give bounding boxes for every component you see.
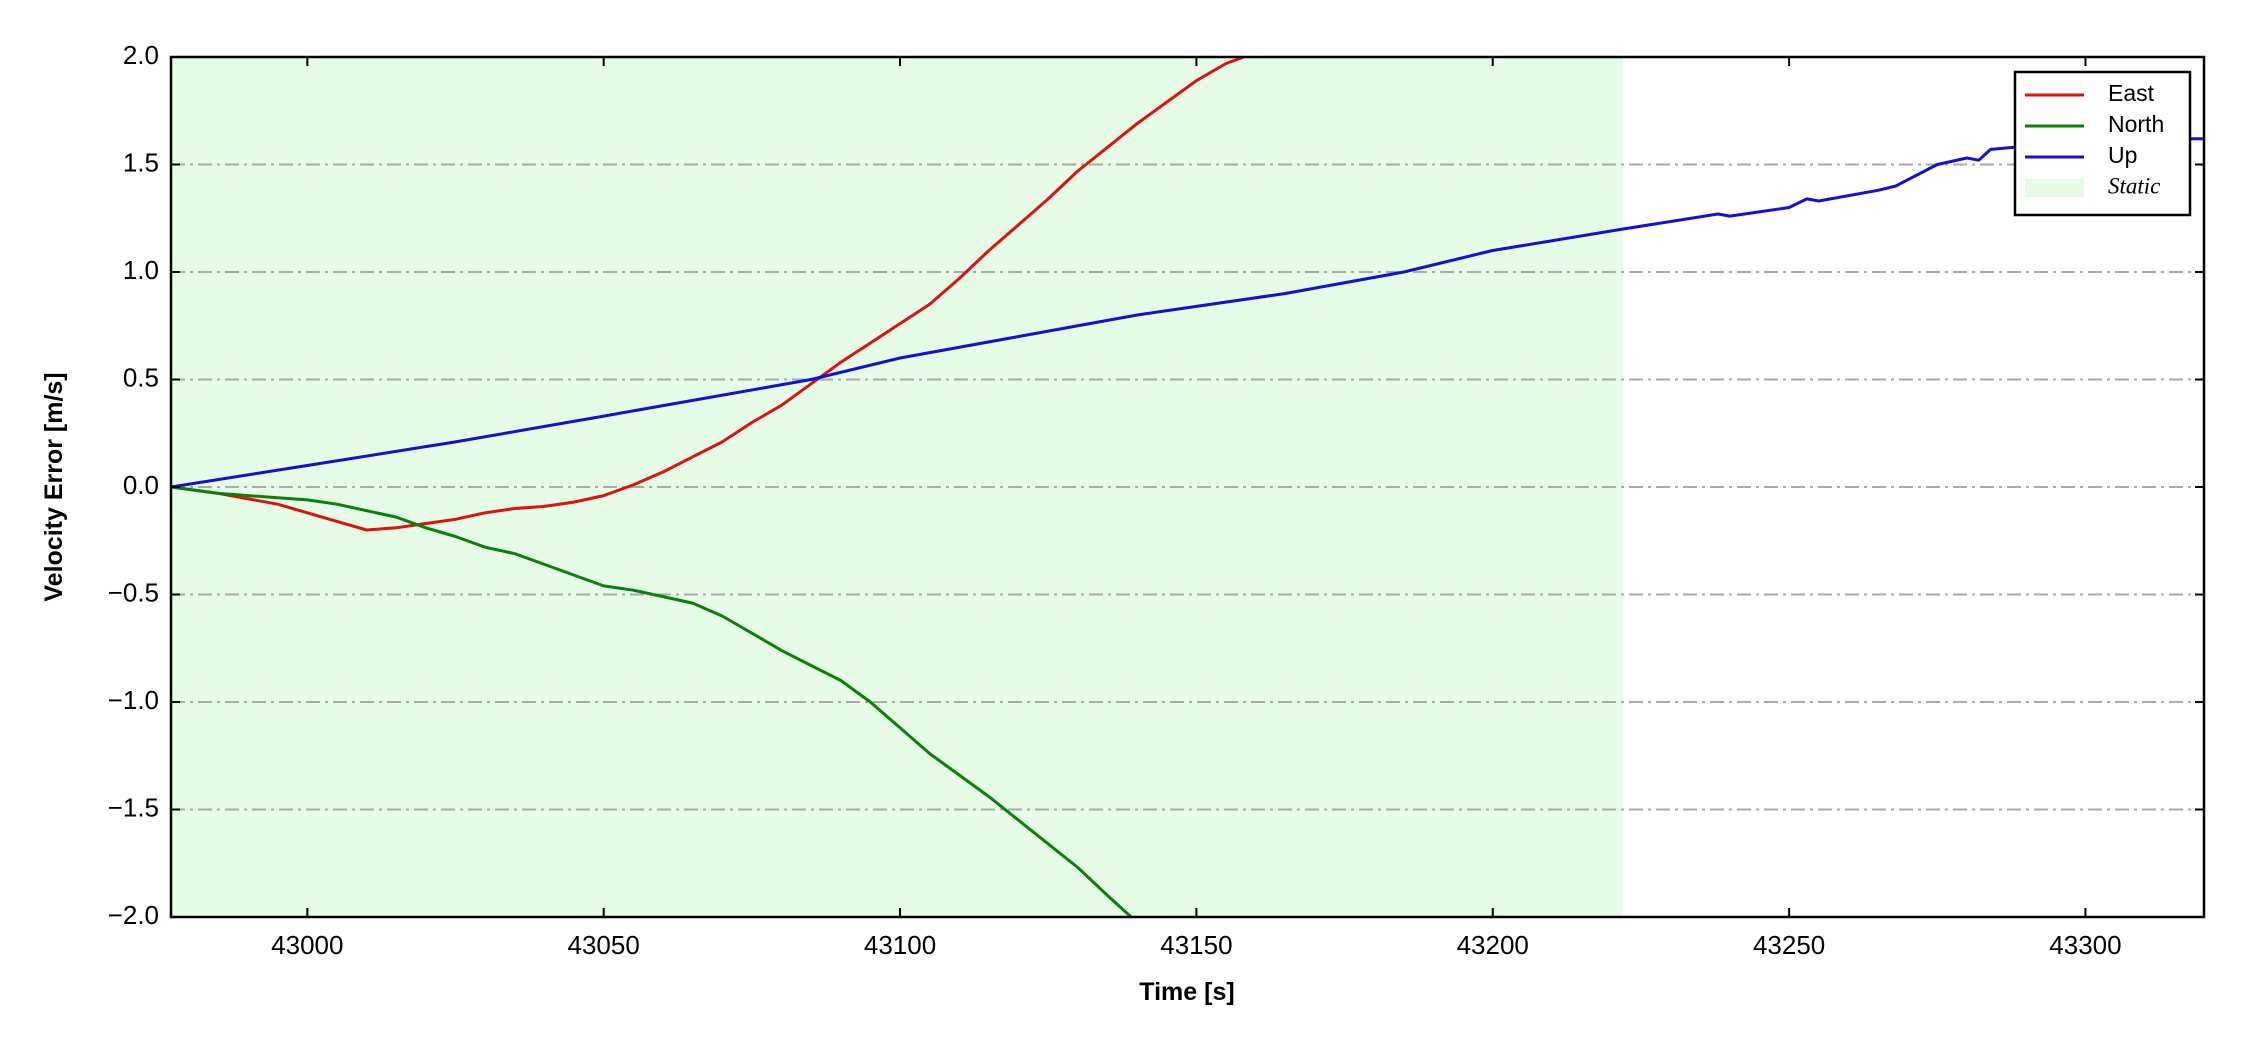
y-axis-label: Velocity Error [m/s] [40,372,68,601]
x-tick-label: 43250 [1753,930,1825,960]
series-line [171,57,1245,532]
legend-label: Static [2108,173,2160,198]
x-tick-label: 43300 [2049,930,2121,960]
x-tick-label: 43200 [1457,930,1529,960]
x-tick-label: 43000 [271,930,343,960]
x-tick-label: 43100 [864,930,936,960]
y-tick-label: −0.5 [108,577,159,607]
static-region [171,57,1624,917]
legend-label: East [2108,80,2155,106]
legend-swatch [2025,179,2084,197]
x-tick-label: 43050 [568,930,640,960]
series-line [171,485,1133,917]
y-tick-label: 2.0 [123,40,159,70]
x-tick-label: 43150 [1160,930,1232,960]
x-axis-label: Time [s] [1139,978,1234,1006]
y-tick-label: 0.5 [123,362,159,392]
y-tick-label: 1.0 [123,255,159,285]
y-tick-label: −1.5 [108,792,159,822]
series-line [171,137,2204,489]
y-tick-label: −2.0 [108,900,159,930]
legend-label: Up [2108,142,2137,168]
legend-label: North [2108,111,2164,137]
y-tick-label: −1.0 [108,685,159,715]
y-tick-label: 1.5 [123,147,159,177]
y-tick-label: 0.0 [123,470,159,500]
